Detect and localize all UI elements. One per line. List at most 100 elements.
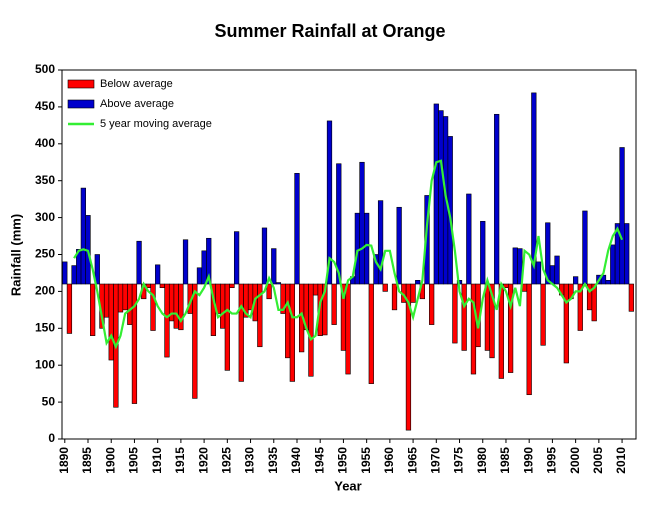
x-tick-label: 1985 xyxy=(498,447,512,474)
bar xyxy=(521,283,528,292)
x-tick-label: 1960 xyxy=(382,447,396,474)
bar xyxy=(391,283,398,311)
bar xyxy=(512,247,518,285)
bar xyxy=(484,283,491,351)
x-tick-label: 1930 xyxy=(243,447,257,474)
bar xyxy=(150,283,156,331)
x-tick-label: 1980 xyxy=(475,447,489,474)
bar xyxy=(364,212,370,285)
bar xyxy=(466,193,472,285)
x-tick-label: 1970 xyxy=(428,447,442,474)
x-tick-label: 2010 xyxy=(614,447,628,474)
bar xyxy=(554,255,560,285)
x-tick-label: 1925 xyxy=(219,447,233,474)
bar xyxy=(619,147,625,285)
x-tick-label: 2000 xyxy=(568,447,582,474)
y-tick-label: 500 xyxy=(35,62,55,76)
bar xyxy=(540,283,546,346)
bar xyxy=(159,283,165,289)
bar xyxy=(326,120,333,285)
bar xyxy=(600,274,607,285)
x-tick-label: 1900 xyxy=(103,447,117,474)
x-tick-label: 1965 xyxy=(405,447,419,474)
y-tick-label: 100 xyxy=(35,357,55,371)
bar xyxy=(489,283,495,359)
bar xyxy=(312,283,319,296)
bar xyxy=(545,222,551,285)
bar xyxy=(289,283,295,382)
bar xyxy=(66,283,73,334)
x-tick-label: 1950 xyxy=(336,447,350,474)
bar xyxy=(238,283,244,382)
bar xyxy=(549,265,556,285)
bar xyxy=(308,283,314,377)
bar xyxy=(90,283,96,336)
y-axis-title: Rainfall (mm) xyxy=(8,214,23,296)
y-tick-label: 200 xyxy=(35,284,55,298)
x-tick-label: 1905 xyxy=(127,447,141,474)
bar xyxy=(345,283,351,375)
bar xyxy=(220,283,226,329)
x-tick-label: 1990 xyxy=(521,447,535,474)
y-tick-label: 450 xyxy=(35,99,55,113)
x-tick-label: 1935 xyxy=(266,447,280,474)
bar xyxy=(535,261,542,285)
bar xyxy=(480,220,486,285)
x-tick-label: 1945 xyxy=(312,447,326,474)
bar xyxy=(71,265,77,285)
bar xyxy=(117,283,124,313)
bar xyxy=(285,283,291,359)
bar xyxy=(461,283,467,351)
y-tick-label: 50 xyxy=(42,394,56,408)
bar xyxy=(257,283,263,348)
bar xyxy=(433,103,439,285)
bar xyxy=(577,283,583,331)
y-tick-label: 0 xyxy=(48,431,55,445)
bar xyxy=(415,280,421,285)
bar xyxy=(201,250,207,285)
x-tick-label: 1890 xyxy=(57,447,71,474)
bar xyxy=(233,231,240,285)
legend-label: 5 year moving average xyxy=(100,118,212,130)
bar xyxy=(410,283,416,303)
bar xyxy=(396,206,402,285)
bar xyxy=(628,283,634,312)
bar xyxy=(94,254,100,285)
bar xyxy=(108,283,114,361)
y-tick-label: 350 xyxy=(35,173,55,187)
bar xyxy=(405,283,412,431)
y-tick-label: 300 xyxy=(35,210,55,224)
bar xyxy=(261,227,268,285)
bar xyxy=(382,283,388,292)
bar xyxy=(266,283,272,300)
bar xyxy=(62,261,68,285)
bar xyxy=(354,212,360,285)
bar xyxy=(80,187,86,285)
bar xyxy=(164,283,170,358)
legend-swatch xyxy=(67,99,95,109)
bar xyxy=(507,283,514,373)
bar xyxy=(155,264,161,285)
bar xyxy=(438,110,444,285)
x-tick-label: 1940 xyxy=(289,447,303,474)
bar xyxy=(224,283,230,371)
bar xyxy=(103,283,110,318)
bar xyxy=(131,283,138,404)
x-tick-label: 1895 xyxy=(80,447,94,474)
bar xyxy=(229,283,235,289)
bar xyxy=(624,223,630,285)
bar xyxy=(591,283,597,322)
x-tick-label: 2005 xyxy=(591,447,605,474)
bar xyxy=(196,267,203,285)
bar xyxy=(563,283,569,364)
x-tick-label: 1910 xyxy=(150,447,164,474)
bar xyxy=(182,239,189,285)
x-tick-label: 1920 xyxy=(196,447,210,474)
bar xyxy=(294,173,300,285)
bar xyxy=(377,200,384,285)
bar xyxy=(610,244,616,285)
y-tick-label: 400 xyxy=(35,136,55,150)
bar xyxy=(206,237,212,285)
bar xyxy=(336,163,342,285)
